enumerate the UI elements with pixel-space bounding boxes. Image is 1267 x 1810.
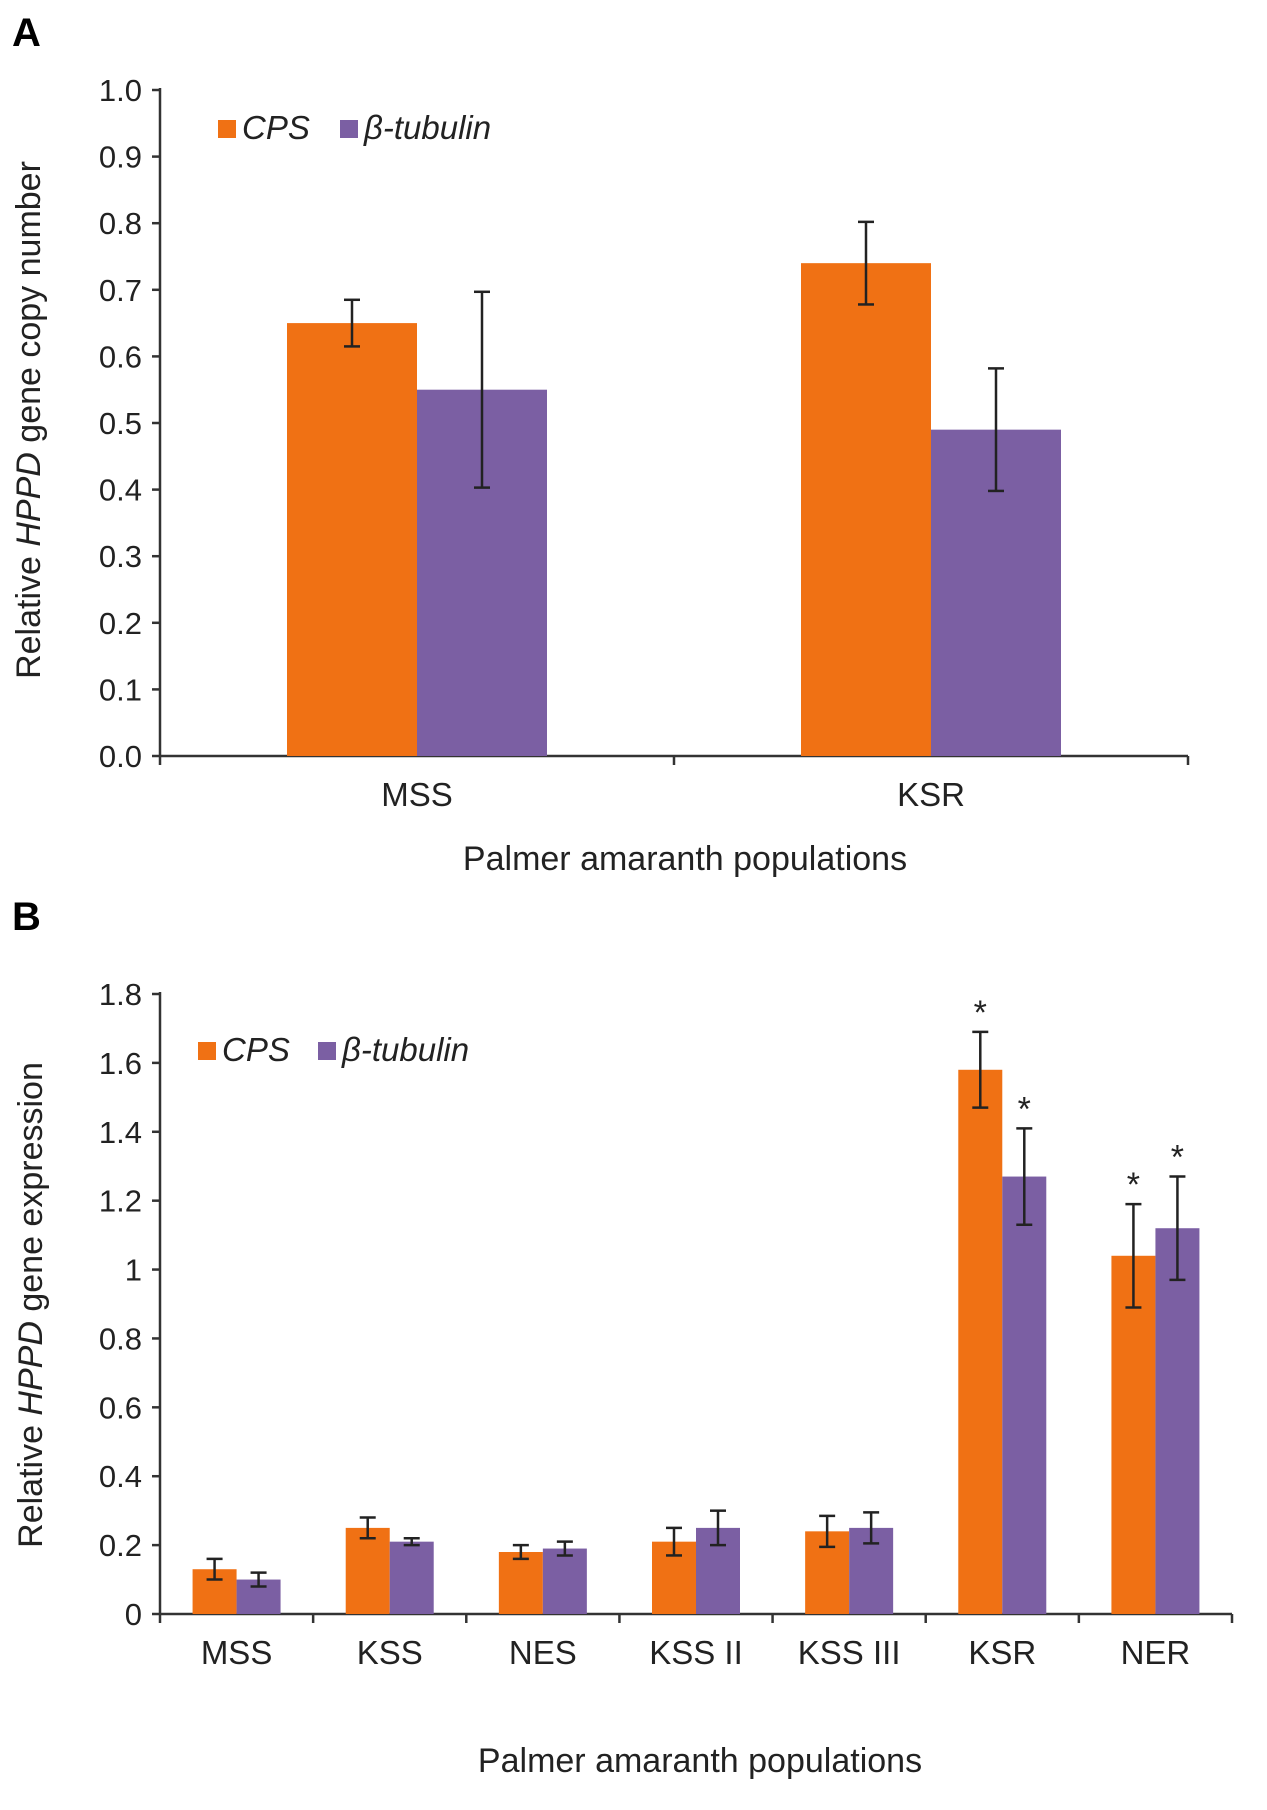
bar-beta-tubulin-ksr xyxy=(1002,1176,1047,1614)
y-tick-label: 0.5 xyxy=(99,406,142,441)
panel-b-plot: 0 0.2 0.4 0.6 0.8 1 1.2 1.4 1.6 1.8 MSS KSS NES KSS I… xyxy=(99,977,1234,1671)
y-tick-label: 0.0 xyxy=(99,739,142,774)
y-tick-label: 1.0 xyxy=(99,73,142,108)
y-tick-label: 0.8 xyxy=(99,206,142,241)
y-tick-label: 0.3 xyxy=(99,539,142,574)
x-category-label: KSR xyxy=(968,1634,1036,1671)
x-category-label: NES xyxy=(509,1634,577,1671)
x-category-label: NER xyxy=(1121,1634,1191,1671)
x-category-label: KSS II xyxy=(649,1634,743,1671)
y-tick-label: 0.8 xyxy=(99,1321,142,1356)
significance-marker: * xyxy=(1127,1166,1140,1204)
x-category-label: KSS xyxy=(357,1634,423,1671)
panel-b-legend: CPS β-tubulin xyxy=(198,1031,469,1068)
x-category-label: MSS xyxy=(201,1634,273,1671)
y-tick-label: 0.1 xyxy=(99,672,142,707)
panel-b-y-axis-title: Relative HPPD gene expression xyxy=(12,1062,50,1548)
legend-label-cps: CPS xyxy=(242,109,310,146)
panel-b-x-axis-title: Palmer amaranth populations xyxy=(478,1742,922,1780)
y-tick-label: 0.9 xyxy=(99,140,142,175)
panel-a-label: A xyxy=(12,11,41,55)
significance-marker: * xyxy=(1171,1139,1184,1177)
y-tick-label: 0.4 xyxy=(99,1459,142,1494)
panel-a-x-axis-title: Palmer amaranth populations xyxy=(463,840,907,878)
panel-a-legend: CPS β-tubulin xyxy=(218,109,491,146)
x-category-label: MSS xyxy=(381,776,453,813)
y-tick-label: 1 xyxy=(125,1253,142,1288)
bar-cps-kss xyxy=(345,1527,390,1614)
panel-a: A Relative HPPD gene copy number Palmer … xyxy=(10,11,1190,878)
y-tick-label: 1.2 xyxy=(99,1184,142,1219)
significance-marker: * xyxy=(974,994,987,1032)
legend-swatch-cps xyxy=(198,1042,216,1060)
bar-cps-mss xyxy=(287,323,417,756)
y-tick-label: 0.4 xyxy=(99,473,142,508)
y-tick-label: 1.6 xyxy=(99,1046,142,1081)
bar-beta-tubulin-nes xyxy=(542,1548,587,1614)
bar-beta-tubulin-ner xyxy=(1155,1228,1200,1614)
legend-label-cps: CPS xyxy=(222,1031,290,1068)
bar-cps-ksr xyxy=(801,263,931,756)
legend-swatch-beta-tubulin xyxy=(340,120,358,138)
bar-cps-nes xyxy=(498,1552,543,1614)
legend-swatch-beta-tubulin xyxy=(318,1042,336,1060)
bar-beta-tubulin-kss xyxy=(389,1541,434,1614)
panel-b-label: B xyxy=(12,895,41,939)
y-tick-label: 0.2 xyxy=(99,606,142,641)
legend-label-beta-tubulin: β-tubulin xyxy=(363,109,491,146)
y-tick-label: 0.7 xyxy=(99,273,142,308)
panel-a-y-axis-title: Relative HPPD gene copy number xyxy=(10,161,48,679)
significance-marker: * xyxy=(1018,1090,1031,1128)
x-category-label: KSR xyxy=(897,776,965,813)
y-tick-label: 0.6 xyxy=(99,339,142,374)
panel-b: B Relative HPPD gene expression Palmer a… xyxy=(12,895,1234,1780)
y-tick-label: 0.6 xyxy=(99,1390,142,1425)
legend-swatch-cps xyxy=(218,120,236,138)
bar-cps-ner xyxy=(1111,1255,1156,1614)
x-category-label: KSS III xyxy=(798,1634,901,1671)
y-tick-label: 1.8 xyxy=(99,977,142,1012)
legend-label-beta-tubulin: β-tubulin xyxy=(341,1031,469,1068)
bar-cps-ksr xyxy=(958,1069,1003,1614)
y-tick-label: 1.4 xyxy=(99,1115,142,1150)
y-tick-label: 0.2 xyxy=(99,1528,142,1563)
y-tick-label: 0 xyxy=(125,1597,142,1632)
panel-a-plot: 0.0 0.1 0.2 0.3 0.4 0.5 0.6 0.7 0.8 0.9 1.0 MSS KSR xyxy=(99,73,1190,813)
